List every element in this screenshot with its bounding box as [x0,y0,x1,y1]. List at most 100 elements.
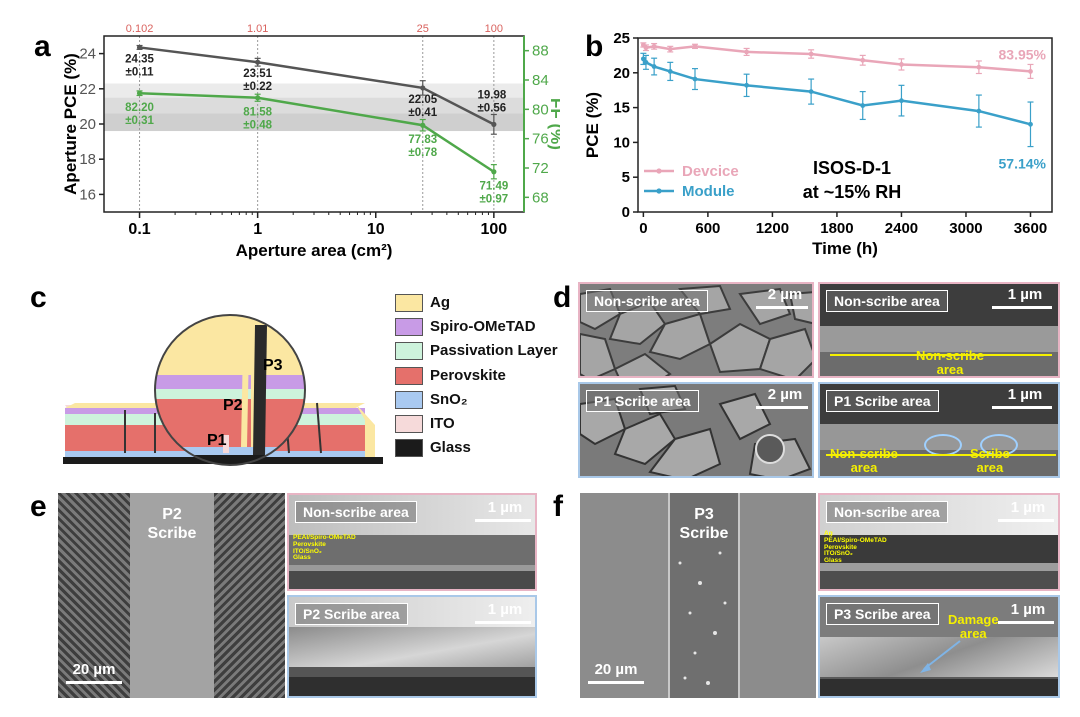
sem-e-label-bottom: P2 Scribe area [295,603,408,625]
data-label-error: ±0.41 [408,107,437,119]
data-label-error: ±0.56 [478,102,507,114]
y-left-tick-label: 16 [79,186,96,203]
scribe-particles [678,551,727,685]
x-tick-label: 10 [367,221,385,238]
data-point [491,169,497,175]
sem-e-cross-nonscribe: Non-scribe area 1 µm PEAI/Spiro-OMeTAD Pe… [287,493,537,591]
sem-f-layer-labels: Ag PEAI/Spiro-OMeTAD Perovskite ITO/SnO₂ Gla… [824,530,887,565]
sem-d-label-1: Non-scribe area [586,290,708,312]
sem-e-scale-bar [66,681,122,684]
data-label-error: ±0.11 [126,66,155,78]
scribe-ellipse-1 [924,434,962,456]
data-label-error: ±0.78 [408,147,437,159]
sem-d-label-3: P1 Scribe area [586,390,699,412]
sem-e-cross-p2: P2 Scribe area 1 µm [287,595,537,698]
sem-f-p3-glass [820,679,1058,696]
y-right-axis-label: FF (%) [547,98,560,150]
textured-region-right [214,493,285,698]
data-label-value: 19.98 [477,89,506,101]
y-right-tick-label: 80 [532,101,549,118]
annotation-line-1: ISOS-D-1 [813,158,891,178]
p2-scribe-line [130,493,214,698]
data-label-value: 24.35 [125,53,154,65]
chart-a: 0.102 1.01 25 100 0.1 1 10 100 Aperture area (cm… [61,23,560,260]
sem-f-perovskite-layer [820,535,1058,563]
sem-e-scale-text: 20 µm [72,661,116,678]
sem-e-layer-labels: PEAI/Spiro-OMeTAD Perovskite ITO/SnO₂ Glass [293,534,356,562]
data-point-b [860,57,866,63]
panel-letter-f: f [553,490,563,523]
sem-f-scale-text: 20 µm [594,661,638,678]
top-area-label: 1.01 [247,23,268,35]
data-label-error: ±0.97 [480,194,509,206]
panel-letter-d: d [553,281,572,314]
data-point-b [976,64,982,70]
sem-e-scale-bar-top [475,519,531,522]
sem-d-scale-bar-2 [992,306,1052,309]
band-dark [104,113,524,132]
x-tick-label-b: 3600 [1014,220,1047,237]
sem-f-scale-text-bottom: 1 µm [1010,601,1046,618]
data-point [420,122,426,128]
x-tick-label-b: 2400 [885,220,918,237]
p1-arrow [826,454,1056,456]
series-end-label: 57.14% [999,155,1047,171]
cross-section-substrate [820,352,1058,376]
panel-letter-c: c [30,281,47,314]
band-mid [104,97,524,114]
data-point-b [1028,69,1033,74]
legend-label-passivation: Passivation Layer [430,342,558,359]
y-tick-label-b: 15 [613,100,630,117]
top-area-label: 100 [485,23,503,35]
sem-e-label-top: Non-scribe area [295,501,417,523]
legend-swatch-perovskite [395,367,423,385]
sem-e-glass-layer [289,571,535,589]
legend-swatch-spiro [395,318,423,336]
p1-overlay-left: Non-scribe area [830,446,898,475]
scribe-label-p2: P2 [223,397,243,414]
legend-label: Devcice [682,163,739,180]
plot-frame-b [637,37,1053,213]
legend-label-spiro: Spiro-OMeTAD [430,318,536,335]
data-point-b [640,56,646,62]
legend-swatch-ag [395,294,423,312]
p1-overlay-right: Scribe area [970,446,1010,475]
legend-swatch-ito [395,415,423,433]
damage-area-label: Damage area [948,612,999,641]
sem-d-topview-p1: P1 Scribe area 2 µm [578,382,814,478]
legend-label-perovskite: Perovskite [430,367,506,384]
legend-label-ag: Ag [430,294,450,311]
sem-e-p2-glass [289,677,535,696]
legend-swatch-passivation [395,342,423,360]
magnified-view [155,315,305,465]
series-end-label: 83.95% [999,46,1047,62]
sem-e-scale-text-top: 1 µm [487,499,523,516]
sem-d-scale-text-1: 2 µm [767,286,803,303]
scribe-label-p3: P3 [263,357,283,374]
data-point-b [860,103,866,108]
y-right-tick-label: 84 [532,72,549,89]
chart-b: 0 600 1200 1800 2400 3000 3600 Time (h) 0 5 10 15 20… [583,30,1053,258]
legend-marker [656,168,662,174]
data-label-value: 71.49 [479,181,508,193]
y-tick-label-b: 10 [613,134,630,151]
data-point [420,85,426,91]
sem-e-scale-text-bottom: 1 µm [487,601,523,618]
y-axis-label-b: PCE (%) [583,92,602,158]
series-line-module [642,58,1031,126]
data-point-b [899,62,904,67]
data-point-b [744,49,750,55]
scribe-label-p1: P1 [207,432,227,449]
sem-f-label-top: Non-scribe area [826,501,948,523]
sem-f-overview: P3 Scribe 20 µm [580,493,816,698]
legend-label: Module [682,183,735,200]
data-point-b [808,51,814,57]
data-point-b [692,76,698,82]
sem-e-overview: P2 Scribe 20 µm [58,493,285,698]
sem-d-scale-bar-1 [756,306,808,309]
data-point-b [667,69,673,74]
data-label-error: ±0.48 [243,120,272,132]
sem-e-scale-bar-bottom [475,621,531,624]
y-left-axis-label: Aperture PCE (%) [61,53,80,195]
cross-section-film [820,326,1058,352]
